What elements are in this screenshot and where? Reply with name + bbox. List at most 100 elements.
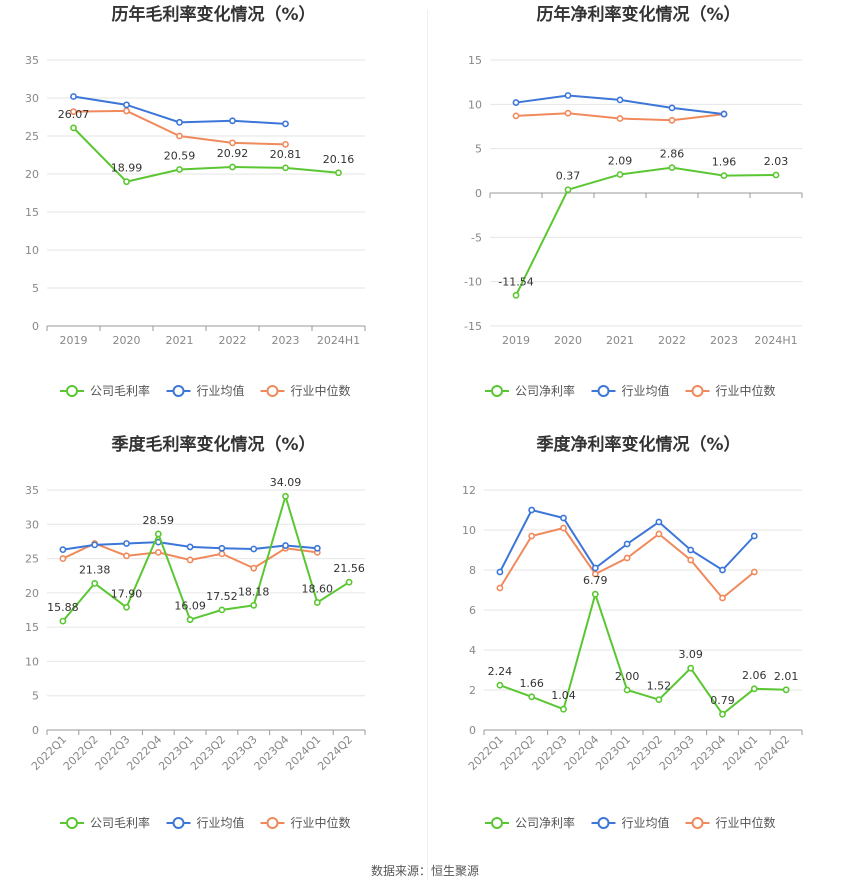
legend-swatch-marker [172,817,185,829]
legend-label: 行业中位数 [716,815,776,830]
y-tick-label: 30 [25,92,39,105]
data-label: 28.59 [143,514,175,527]
point-industry_avg [218,544,226,552]
point-industry_median [70,108,77,116]
point-industry_avg [70,93,77,100]
legend-label: 公司净利率 [515,815,575,830]
legend-item-industry_avg: 行业均值 [591,383,670,398]
legend-item-company: 公司毛利率 [60,815,150,830]
chart-title: 历年毛利率变化情况（%） [111,4,315,25]
legend-label: 行业均值 [197,383,245,398]
y-tick-label: 15 [468,54,482,67]
data-label: 20.81 [270,148,302,161]
point-company [782,686,790,694]
point-company [616,171,624,178]
data-label: 1.52 [647,680,672,693]
y-tick-label: 20 [25,587,39,600]
point-industry_avg [512,99,520,106]
data-label: 2.24 [488,665,513,678]
point-company [512,291,520,299]
data-source-note: 数据来源：恒生聚源 [370,864,479,878]
point-industry_avg [123,101,130,109]
point-industry_avg [123,540,130,547]
chart-title: 历年净利率变化情况（%） [536,4,740,25]
legend-swatch-marker [266,385,279,397]
point-industry_avg [750,532,758,540]
legend-label: 公司净利率 [515,383,575,398]
point-company [154,530,162,538]
point-company [560,705,567,713]
point-industry_avg [616,96,624,104]
point-industry_avg [282,120,289,128]
point-industry_median [591,570,599,578]
chart-annual-net-margin: 历年净利率变化情况（%） -15 -10 -5 0 5 10 15 2019 2020 2021 20… [427,0,850,418]
y-tick-label: -5 [471,231,482,244]
point-company [655,696,663,703]
point-company [91,579,99,587]
data-label: 18.18 [238,585,270,598]
point-industry_avg [564,92,572,99]
legend-swatch-marker [597,817,610,829]
data-label: 20.59 [164,150,196,163]
y-tick-label: 0 [32,320,39,333]
x-tick-label: 2020 [554,334,582,347]
point-company [250,601,258,609]
data-label: 1.66 [519,677,544,690]
x-tick-label: 2019 [502,334,530,347]
point-industry_median [282,140,289,148]
x-tick-label: 2024Q2 [315,733,355,773]
legend-item-industry_median: 行业中位数 [685,383,776,398]
point-company [719,710,726,718]
legend-item-company: 公司毛利率 [60,383,150,398]
chart-annual-gross-margin-svg: 历年毛利率变化情况（%） 0 5 10 15 20 25 30 35 2019 2020 2021 20… [25,4,366,398]
y-tick-label: 8 [469,564,476,577]
point-company [496,681,504,689]
y-tick-label: 4 [469,644,476,657]
point-industry_avg [655,518,663,526]
y-tick-label: 30 [25,518,39,531]
legend-label: 行业中位数 [291,383,351,398]
legend-label: 行业中位数 [291,815,351,830]
point-industry_median [123,552,130,560]
legend-label: 公司毛利率 [90,815,150,830]
data-label: 2.00 [615,670,640,683]
point-company [564,186,572,194]
y-tick-label: 10 [462,524,476,537]
point-industry_median [250,564,258,572]
y-tick-label: 35 [25,54,39,67]
point-industry_avg [313,544,321,552]
legend-swatch-marker [66,817,78,829]
legend-item-industry_median: 行业中位数 [685,815,776,830]
legend-item-company: 公司净利率 [485,383,575,398]
data-label: 16.09 [174,600,206,613]
data-label: 2.01 [774,670,799,683]
point-industry_median [218,550,226,558]
point-industry_median [186,556,194,564]
y-tick-label: 12 [462,484,476,497]
panel-divider [427,10,428,880]
y-tick-label: 10 [468,98,482,111]
legend-label: 公司毛利率 [90,383,150,398]
chart-title: 季度毛利率变化情况（%） [111,434,315,455]
chart-quarterly-gross-margin: 季度毛利率变化情况（%） 0 5 10 15 20 25 30 35 2022Q1 2022Q2 20… [0,430,427,850]
data-label: 17.52 [206,590,238,603]
legend-label: 行业均值 [197,815,245,830]
point-company [668,164,676,172]
legend-item-industry_median: 行业中位数 [260,383,351,398]
data-label: 26.07 [58,108,90,121]
y-tick-label: 35 [25,484,39,497]
y-tick-label: 25 [25,130,39,143]
point-industry_avg [560,514,567,522]
point-industry_median [59,555,67,562]
point-industry_avg [91,541,99,549]
point-industry_avg [229,117,236,125]
chart-title: 季度净利率变化情况（%） [536,434,740,455]
legend-swatch-marker [597,385,610,397]
point-company [218,606,226,614]
point-industry_avg [250,545,258,553]
point-company [282,164,289,172]
point-industry_median [623,554,631,562]
point-industry_avg [687,546,695,554]
chart-quarterly-gross-margin-svg: 季度毛利率变化情况（%）051015202530352022Q12022Q220… [25,434,366,830]
y-tick-label: 15 [25,621,39,634]
